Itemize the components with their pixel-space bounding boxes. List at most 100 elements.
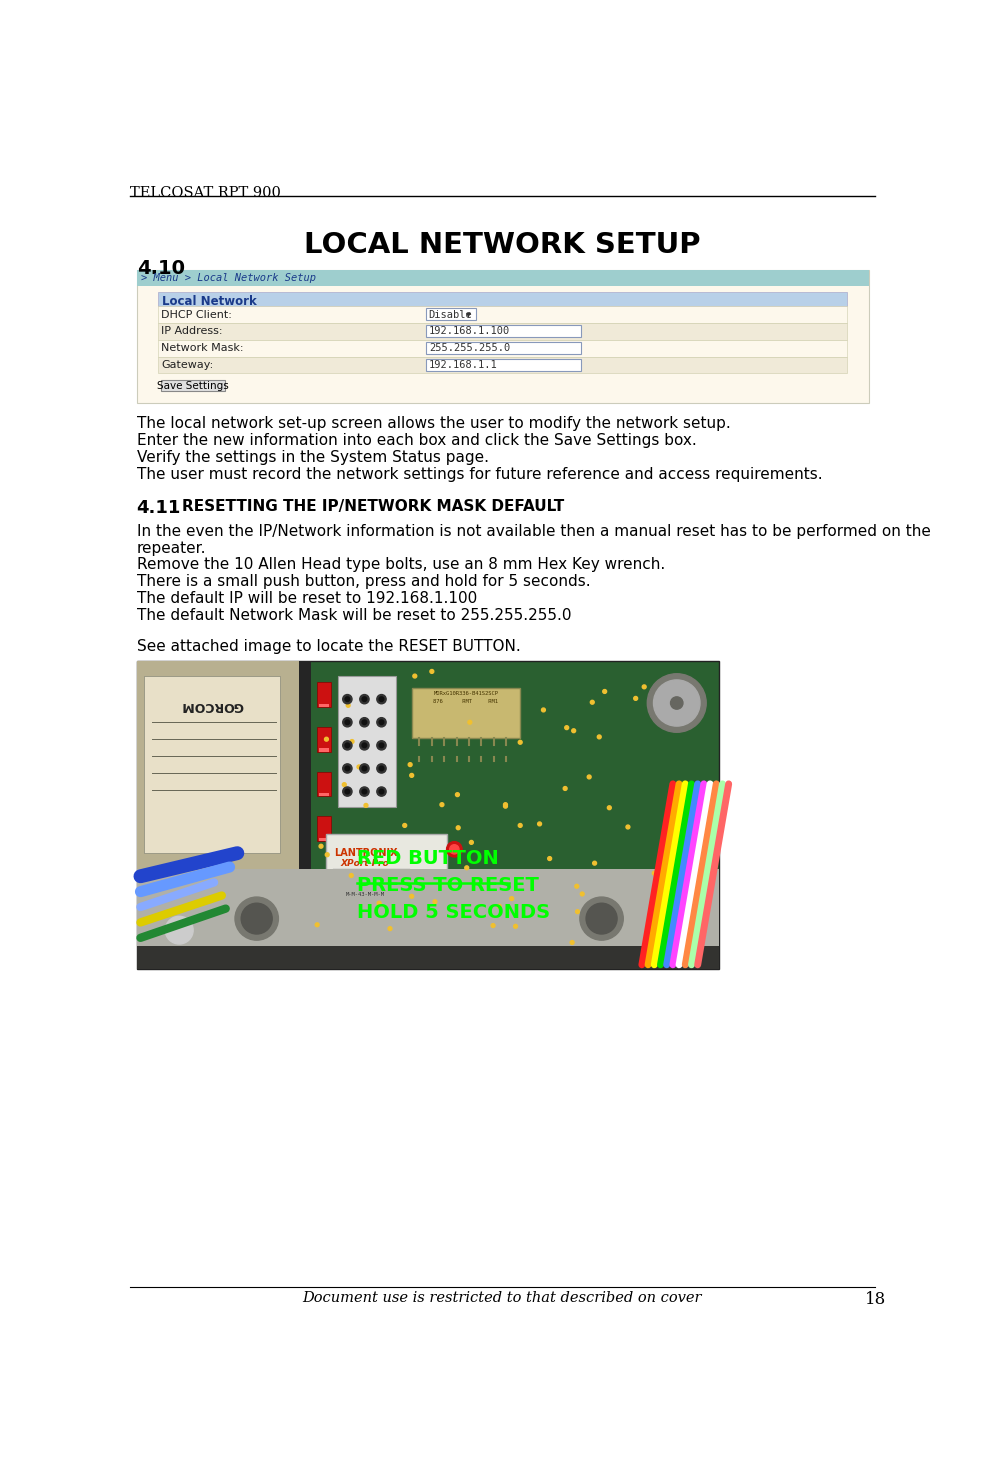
Text: LANTRONIX: LANTRONIX	[335, 847, 397, 857]
Circle shape	[342, 718, 352, 727]
Circle shape	[350, 740, 354, 743]
Bar	[426, 309, 476, 320]
Circle shape	[310, 958, 314, 963]
Bar	[317, 682, 332, 707]
Bar	[341, 870, 342, 881]
Bar	[158, 339, 848, 357]
Circle shape	[503, 805, 507, 808]
Circle shape	[634, 696, 638, 701]
Circle shape	[668, 866, 672, 870]
Circle shape	[345, 696, 349, 701]
Circle shape	[653, 680, 700, 726]
Circle shape	[342, 740, 352, 751]
Circle shape	[588, 957, 592, 961]
Circle shape	[377, 787, 387, 796]
Bar	[397, 870, 398, 884]
Circle shape	[503, 803, 507, 806]
Text: The default Network Mask will be reset to 255.255.255.0: The default Network Mask will be reset t…	[136, 609, 571, 623]
Circle shape	[514, 925, 518, 928]
Text: MDRxG10R336-B41S2SCP: MDRxG10R336-B41S2SCP	[434, 692, 498, 696]
Text: 4.11: 4.11	[136, 499, 181, 516]
Text: RESETTING THE IP/NETWORK MASK DEFAULT: RESETTING THE IP/NETWORK MASK DEFAULT	[181, 499, 564, 514]
Circle shape	[518, 824, 522, 828]
Bar	[136, 923, 299, 969]
Circle shape	[408, 762, 412, 767]
Circle shape	[449, 844, 459, 854]
Circle shape	[565, 726, 569, 730]
Text: RED BUTTON: RED BUTTON	[357, 850, 499, 869]
Circle shape	[362, 767, 367, 771]
Text: Document use is restricted to that described on cover: Document use is restricted to that descr…	[302, 1290, 702, 1305]
Circle shape	[446, 841, 462, 857]
Text: Remove the 10 Allen Head type bolts, use an 8 mm Hex Key wrench.: Remove the 10 Allen Head type bolts, use…	[136, 557, 665, 572]
Text: Gateway:: Gateway:	[162, 360, 214, 370]
Text: In the even the IP/Network information is not available then a manual reset has : In the even the IP/Network information i…	[136, 524, 930, 538]
Text: Save Settings: Save Settings	[157, 382, 229, 391]
Circle shape	[319, 844, 323, 849]
Bar	[320, 838, 329, 841]
Bar	[412, 688, 520, 737]
Bar	[426, 325, 581, 338]
Circle shape	[470, 840, 473, 844]
Text: XPort Pro: XPort Pro	[340, 859, 389, 868]
Circle shape	[607, 806, 611, 809]
Bar	[320, 749, 329, 752]
Bar	[355, 870, 357, 884]
Text: 876      RMT     RM1: 876 RMT RM1	[434, 699, 498, 704]
Circle shape	[379, 743, 384, 748]
Circle shape	[345, 720, 349, 724]
Circle shape	[588, 775, 592, 778]
Text: IP Address:: IP Address:	[162, 326, 223, 336]
Circle shape	[377, 764, 387, 772]
Bar	[426, 342, 581, 354]
Text: The user must record the network settings for future reference and access requir: The user must record the network setting…	[136, 467, 822, 481]
Circle shape	[403, 824, 407, 828]
Circle shape	[413, 674, 417, 677]
Circle shape	[378, 901, 381, 906]
Bar	[158, 323, 848, 339]
Circle shape	[581, 892, 584, 895]
Circle shape	[241, 903, 272, 933]
Bar	[376, 870, 378, 882]
Bar	[320, 793, 329, 796]
Text: There is a small push button, press and hold for 5 seconds.: There is a small push button, press and …	[136, 575, 591, 590]
Circle shape	[410, 774, 414, 777]
Circle shape	[510, 897, 514, 901]
Text: HOLD 5 SECONDS: HOLD 5 SECONDS	[357, 903, 550, 922]
Circle shape	[430, 670, 434, 673]
Circle shape	[349, 873, 353, 878]
Text: 192.168.1.1: 192.168.1.1	[429, 360, 497, 370]
Bar	[136, 269, 869, 402]
Circle shape	[593, 862, 596, 865]
Circle shape	[364, 803, 368, 808]
Text: UL: UL	[174, 928, 185, 936]
Circle shape	[360, 695, 369, 704]
Circle shape	[342, 787, 352, 796]
Text: The default IP will be reset to 192.168.1.100: The default IP will be reset to 192.168.…	[136, 591, 477, 606]
Bar	[335, 870, 336, 879]
Circle shape	[591, 701, 594, 704]
Bar	[426, 358, 581, 372]
Circle shape	[538, 822, 542, 825]
Circle shape	[570, 941, 574, 945]
Bar	[136, 869, 719, 969]
Text: 4.10: 4.10	[136, 259, 184, 278]
Circle shape	[671, 696, 683, 710]
Circle shape	[360, 740, 369, 751]
Circle shape	[497, 904, 501, 909]
Circle shape	[643, 685, 646, 689]
Bar	[333, 869, 410, 884]
Circle shape	[349, 955, 353, 960]
Circle shape	[377, 718, 387, 727]
Bar	[320, 704, 329, 707]
Bar	[136, 661, 299, 969]
Circle shape	[563, 787, 567, 790]
Circle shape	[440, 803, 443, 806]
Circle shape	[597, 734, 601, 739]
Bar	[317, 816, 332, 841]
Circle shape	[360, 764, 369, 772]
Bar	[348, 870, 349, 884]
Bar	[136, 271, 869, 285]
Bar	[144, 676, 280, 853]
Circle shape	[521, 957, 525, 961]
